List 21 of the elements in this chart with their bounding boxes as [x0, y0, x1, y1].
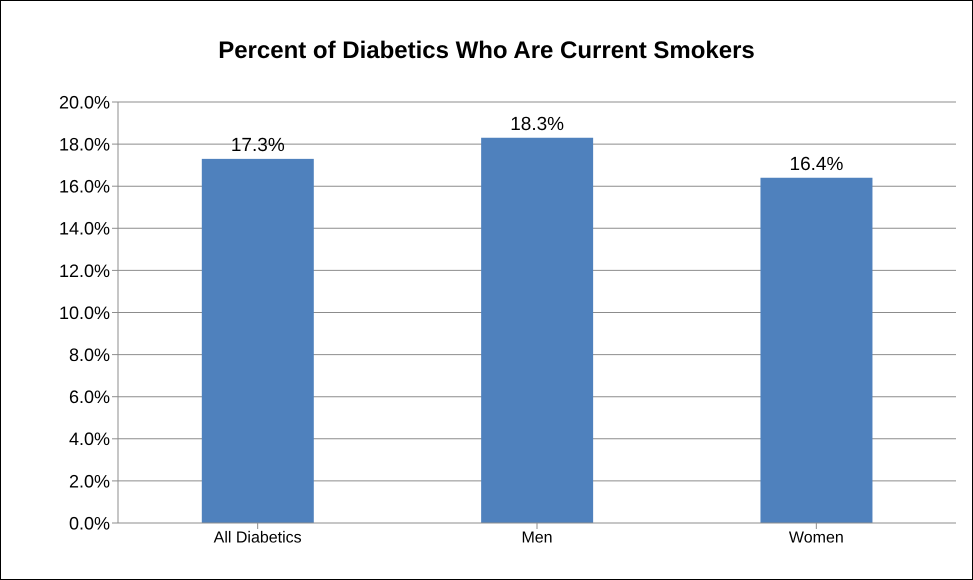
- y-tick-label: 0.0%: [68, 513, 110, 534]
- y-tick-label: 8.0%: [68, 344, 110, 365]
- y-tick-label: 14.0%: [58, 218, 110, 239]
- data-label: 16.4%: [790, 154, 844, 175]
- y-tick-label: 18.0%: [58, 134, 110, 154]
- chart-title: Percent of Diabetics Who Are Current Smokers: [217, 37, 756, 65]
- x-tick-label: Men: [521, 529, 553, 546]
- y-tick-label: 6.0%: [68, 387, 110, 408]
- bar: [202, 158, 314, 523]
- data-label: 17.3%: [230, 134, 285, 156]
- y-tick-label: 20.0%: [58, 92, 110, 112]
- y-tick-label: 12.0%: [58, 260, 110, 281]
- bar: [760, 178, 872, 523]
- x-tick-label: Women: [788, 529, 844, 546]
- y-tick-label: 4.0%: [68, 429, 110, 450]
- data-label: 18.3%: [510, 114, 564, 135]
- x-tick-label: All Diabetics: [214, 529, 302, 546]
- bar: [481, 138, 594, 523]
- y-tick-label: 10.0%: [58, 302, 110, 323]
- y-tick-label: 2.0%: [68, 471, 110, 492]
- y-tick-label: 16.0%: [58, 176, 110, 197]
